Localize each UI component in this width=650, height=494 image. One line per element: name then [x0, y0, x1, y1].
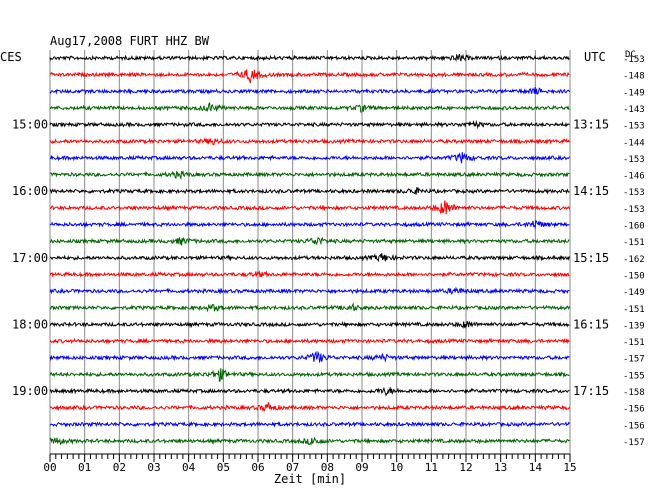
x-tick-label: 09 [355, 461, 368, 474]
minute-gridlines [49, 50, 571, 454]
x-tick-label: 06 [251, 461, 264, 474]
left-time-label: 15:00 [12, 118, 48, 132]
trace-row-1 [49, 69, 570, 84]
left-timezone-label: CES [0, 50, 22, 64]
trace-row-4 [49, 119, 570, 130]
dc-value: -149 [623, 88, 645, 98]
dc-value: -153 [623, 188, 645, 198]
dc-value: -157 [623, 438, 645, 448]
trace-row-0 [49, 53, 570, 63]
trace-row-22 [49, 420, 570, 428]
dc-values: -153 -148 -149 -143 -153 -144 -153 -146 -153 -153… [623, 55, 645, 448]
dc-value: -156 [623, 405, 645, 415]
dc-value: -144 [623, 138, 645, 148]
x-tick-label: 04 [182, 461, 196, 474]
dc-value: -153 [623, 155, 645, 165]
trace-row-16 [49, 320, 570, 330]
right-time-label: 15:15 [573, 251, 609, 265]
x-tick-label: 11 [425, 461, 438, 474]
dc-value: -153 [623, 55, 645, 65]
x-tick-label: 13 [494, 461, 507, 474]
right-time-label: 16:15 [573, 317, 609, 331]
dc-value: -162 [623, 255, 645, 265]
x-axis: 00 01 02 03 04 05 06 07 08 09 10 11 12 13 14 15 [43, 453, 577, 474]
dc-value: -155 [623, 371, 645, 381]
x-tick-label: 00 [43, 461, 56, 474]
trace-row-17 [49, 337, 570, 345]
right-time-labels: 13:15 14:15 15:15 16:15 17:15 [573, 118, 609, 398]
x-axis-label: Zeit [min] [274, 472, 346, 486]
seismic-traces [49, 53, 570, 446]
trace-row-10 [49, 219, 570, 230]
dc-value: -143 [623, 105, 645, 115]
x-tick-label: 12 [459, 461, 472, 474]
x-tick-label: 03 [147, 461, 160, 474]
x-tick-label: 08 [321, 461, 334, 474]
trace-row-13 [49, 270, 570, 279]
dc-value: -151 [623, 238, 645, 248]
trace-row-5 [49, 137, 570, 146]
trace-row-9 [49, 200, 570, 215]
left-time-labels: 15:00 16:00 17:00 18:00 19:00 [12, 118, 48, 398]
trace-row-21 [49, 402, 570, 412]
dc-value: -157 [623, 355, 645, 365]
dc-value: -156 [623, 421, 645, 431]
dc-value: -158 [623, 388, 645, 398]
trace-row-8 [49, 186, 570, 195]
right-timezone-label: UTC [584, 50, 606, 64]
x-tick-label: 02 [113, 461, 126, 474]
right-time-label: 14:15 [573, 184, 609, 198]
dc-value: -151 [623, 305, 645, 315]
dc-value: -146 [623, 172, 645, 182]
left-time-label: 19:00 [12, 384, 48, 398]
chart-title: Aug17,2008 FURT HHZ BW [50, 34, 210, 48]
left-time-label: 16:00 [12, 184, 48, 198]
trace-row-7 [49, 170, 570, 180]
dc-value: -139 [623, 321, 645, 331]
trace-row-11 [49, 236, 570, 246]
trace-row-15 [49, 302, 570, 313]
dc-value: -150 [623, 271, 645, 281]
right-time-label: 13:15 [573, 118, 609, 132]
trace-row-12 [49, 253, 570, 263]
x-tick-label: 01 [78, 461, 91, 474]
left-time-label: 17:00 [12, 251, 48, 265]
right-time-label: 17:15 [573, 384, 609, 398]
dc-value: -151 [623, 338, 645, 348]
trace-row-6 [49, 152, 570, 164]
trace-row-3 [49, 101, 570, 113]
dc-value: -148 [623, 72, 645, 82]
x-tick-label: 14 [529, 461, 543, 474]
x-tick-label: 10 [390, 461, 403, 474]
x-tick-label: 05 [217, 461, 230, 474]
trace-row-2 [49, 87, 570, 96]
x-tick-label: 15 [563, 461, 576, 474]
left-time-label: 18:00 [12, 317, 48, 331]
dc-value: -153 [623, 205, 645, 215]
trace-row-23 [49, 436, 570, 446]
dc-value: -149 [623, 288, 645, 298]
trace-row-20 [49, 386, 570, 397]
dc-header-label: DC [625, 50, 636, 60]
trace-row-18 [49, 350, 570, 364]
trace-row-19 [49, 368, 570, 382]
trace-row-14 [49, 286, 570, 295]
x-tick-label: 07 [286, 461, 299, 474]
dc-value: -160 [623, 222, 645, 232]
dc-value: -153 [623, 122, 645, 132]
